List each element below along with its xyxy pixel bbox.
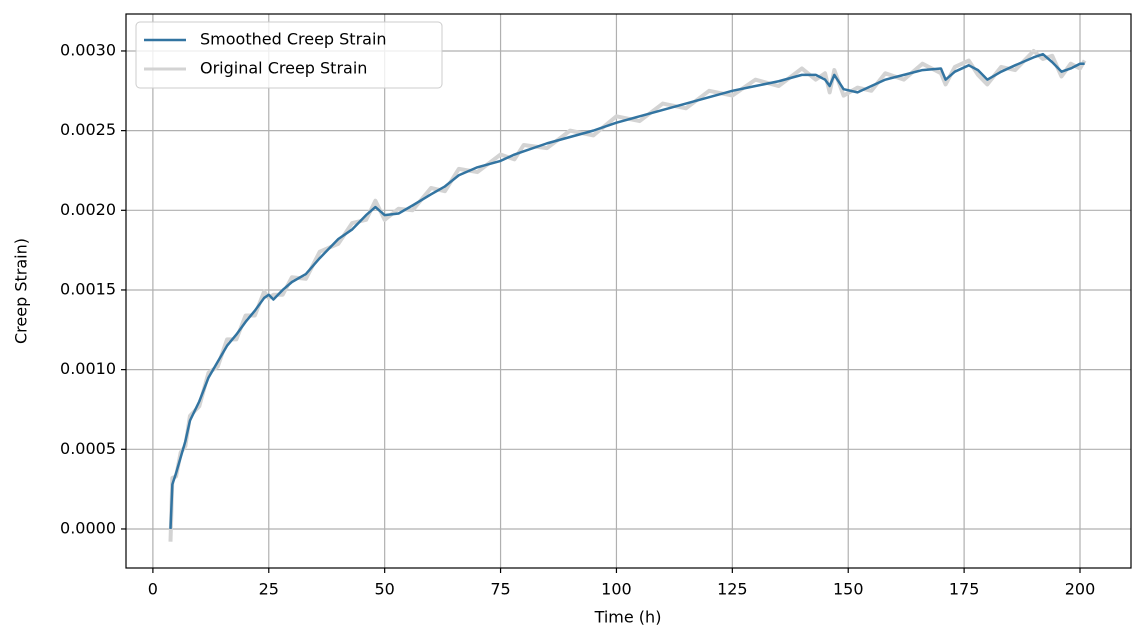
series-line	[169, 52, 1085, 530]
x-tick-label: 150	[833, 580, 864, 599]
x-tick-label: 200	[1065, 580, 1096, 599]
x-axis-label: Time (h)	[594, 608, 662, 627]
legend-label: Original Creep Strain	[200, 59, 367, 78]
legend-label: Smoothed Creep Strain	[200, 30, 387, 49]
plot-frame	[125, 13, 1132, 569]
y-tick-label: 0.0000	[60, 518, 116, 537]
x-tick-label: 0	[148, 580, 158, 599]
y-tick-label: 0.0010	[60, 359, 116, 378]
y-tick-label: 0.0005	[60, 439, 116, 458]
y-axis-label: Creep Strain)	[12, 238, 31, 344]
y-tick-label: 0.0030	[60, 40, 116, 59]
y-tick-label: 0.0015	[60, 279, 116, 298]
series-line	[168, 48, 1087, 542]
y-tick-label: 0.0020	[60, 200, 116, 219]
legend-box	[135, 21, 443, 89]
x-tick-label: 50	[374, 580, 394, 599]
x-tick-label: 175	[949, 580, 980, 599]
x-tick-label: 25	[259, 580, 279, 599]
x-tick-label: 100	[601, 580, 632, 599]
x-tick-label: 125	[717, 580, 748, 599]
x-tick-label: 75	[490, 580, 510, 599]
y-tick-label: 0.0025	[60, 120, 116, 139]
legend: Smoothed Creep Strain Original Creep Stra…	[135, 21, 443, 89]
